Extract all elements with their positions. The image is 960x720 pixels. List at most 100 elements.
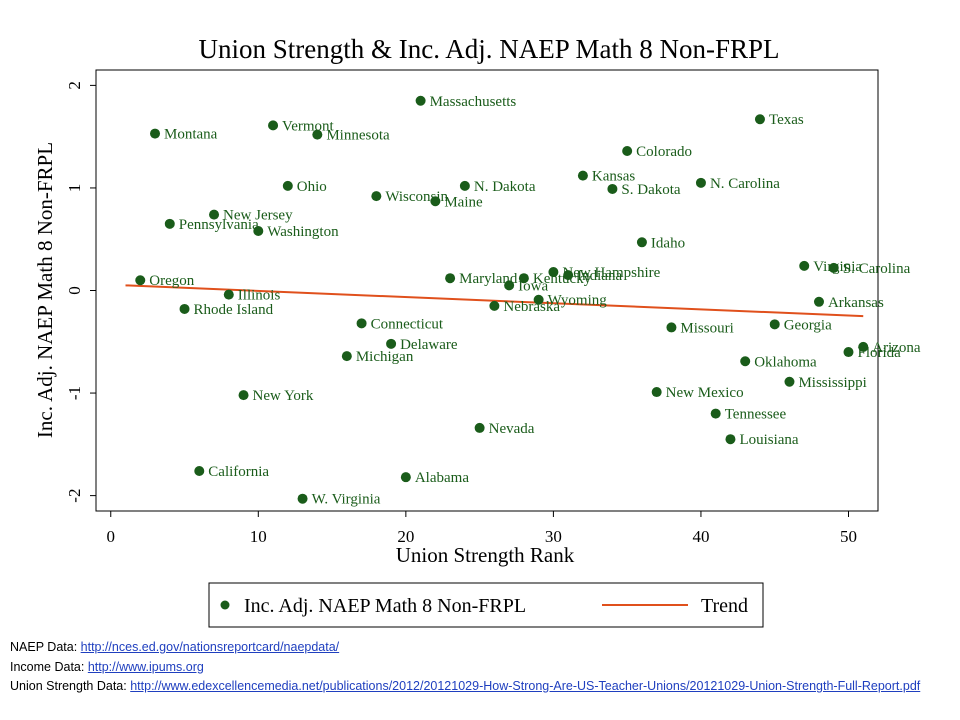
data-point-label: S. Dakota <box>621 182 681 198</box>
data-point <box>371 191 382 202</box>
y-tick-label: 0 <box>65 286 84 295</box>
data-point-label: California <box>208 464 269 480</box>
data-point <box>445 273 456 284</box>
data-point-label: Maine <box>444 194 483 210</box>
data-point <box>725 434 736 445</box>
data-point <box>518 273 529 284</box>
data-point <box>843 347 854 358</box>
chart-title: Union Strength & Inc. Adj. NAEP Math 8 N… <box>198 34 779 64</box>
data-point-label: Illinois <box>238 288 281 304</box>
x-tick-label: 20 <box>397 527 414 546</box>
x-tick-label: 40 <box>692 527 709 546</box>
data-point-label: Delaware <box>400 337 458 353</box>
x-axis-label: Union Strength Rank <box>396 543 575 567</box>
data-point-label: Indiana <box>577 268 622 284</box>
data-point <box>577 170 588 181</box>
data-point-label: Georgia <box>784 317 832 333</box>
data-point <box>666 322 677 333</box>
union-source: Union Strength Data: http://www.edexcell… <box>10 679 921 693</box>
data-point-label: Minnesota <box>326 128 390 144</box>
y-axis: -2 -1 0 1 2 <box>65 81 96 503</box>
data-point-label: Oklahoma <box>754 354 817 370</box>
data-point-label: Oregon <box>149 273 194 289</box>
x-tick-label: 50 <box>840 527 857 546</box>
data-point <box>179 303 190 314</box>
data-point-label: Kentucky <box>533 271 592 287</box>
data-point <box>194 466 205 477</box>
data-point <box>312 129 323 140</box>
data-point <box>769 319 780 330</box>
legend-marker <box>220 600 230 610</box>
data-point <box>784 376 795 387</box>
data-point <box>607 183 618 194</box>
data-point <box>341 351 352 362</box>
data-point <box>533 294 544 305</box>
data-point <box>651 387 662 398</box>
y-tick-label: 2 <box>65 81 84 90</box>
data-point <box>474 422 485 433</box>
income-link[interactable]: http://www.ipums.org <box>87 659 204 674</box>
data-point-label: Connecticut <box>371 316 444 332</box>
data-point-label: Wyoming <box>548 293 608 309</box>
data-point-label: New York <box>253 388 314 404</box>
data-point <box>253 226 264 237</box>
data-point-label: Massachusetts <box>430 94 517 110</box>
data-point <box>504 280 515 291</box>
x-axis: 0 10 20 30 40 50 <box>107 511 857 546</box>
data-point-label: Vermont <box>282 118 334 134</box>
data-point-label: Louisiana <box>739 432 798 448</box>
y-tick-label: -2 <box>65 489 84 503</box>
data-point <box>268 120 279 131</box>
data-point <box>622 146 633 157</box>
data-point <box>754 114 765 125</box>
data-point <box>135 275 146 286</box>
data-point-label: S. Carolina <box>843 261 911 277</box>
data-point-label: Idaho <box>651 235 685 251</box>
x-tick-label: 10 <box>250 527 267 546</box>
data-point <box>164 218 175 229</box>
data-point-label: Pennsylvania <box>179 217 259 233</box>
data-point-label: Montana <box>164 127 218 143</box>
union-link[interactable]: http://www.edexcellencemedia.net/publica… <box>130 679 921 693</box>
data-point-label: Missouri <box>680 320 733 336</box>
data-points: Massachusetts Texas Vermont Montana Minnesot… <box>135 94 921 508</box>
data-point <box>799 260 810 271</box>
data-point-label: Ohio <box>297 179 327 195</box>
data-point <box>415 95 426 106</box>
data-point-label: New Hampshire <box>562 265 660 281</box>
data-point <box>238 390 249 401</box>
data-point <box>356 318 367 329</box>
data-point <box>430 196 441 207</box>
data-point-label: Rhode Island <box>194 302 274 318</box>
data-point <box>710 408 721 419</box>
data-point-label: Arkansas <box>828 295 884 311</box>
data-point <box>150 128 161 139</box>
data-point <box>297 493 308 504</box>
data-point <box>813 296 824 307</box>
data-point-label: Mississippi <box>798 375 866 391</box>
data-point-label: Nebraska <box>503 299 560 315</box>
scatter-chart: Union Strength & Inc. Adj. NAEP Math 8 N… <box>33 34 921 628</box>
x-tick-label: 0 <box>107 527 116 546</box>
data-point <box>459 180 470 191</box>
data-point <box>400 472 411 483</box>
data-point-label: Alabama <box>415 470 469 486</box>
y-tick-label: -1 <box>65 386 84 400</box>
data-point-label: Iowa <box>518 278 548 294</box>
legend-trend-label: Trend <box>701 595 748 617</box>
y-tick-label: 1 <box>65 184 84 193</box>
y-axis-label: Inc. Adj. NAEP Math 8 Non-FRPL <box>33 142 57 438</box>
data-point <box>563 270 574 281</box>
data-point-label: N. Dakota <box>474 179 536 195</box>
data-point-label: Nevada <box>489 421 535 437</box>
data-point <box>636 237 647 248</box>
data-point <box>489 300 500 311</box>
data-point <box>386 338 397 349</box>
trend-line <box>125 284 864 318</box>
data-point-label: Kansas <box>592 169 635 185</box>
data-point <box>858 341 869 352</box>
data-point-label: New Mexico <box>666 385 744 401</box>
data-point-label: Tennessee <box>725 407 787 423</box>
naep-link[interactable]: http://nces.ed.gov/nationsreportcard/nae… <box>80 640 340 654</box>
x-tick-label: 30 <box>545 527 562 546</box>
